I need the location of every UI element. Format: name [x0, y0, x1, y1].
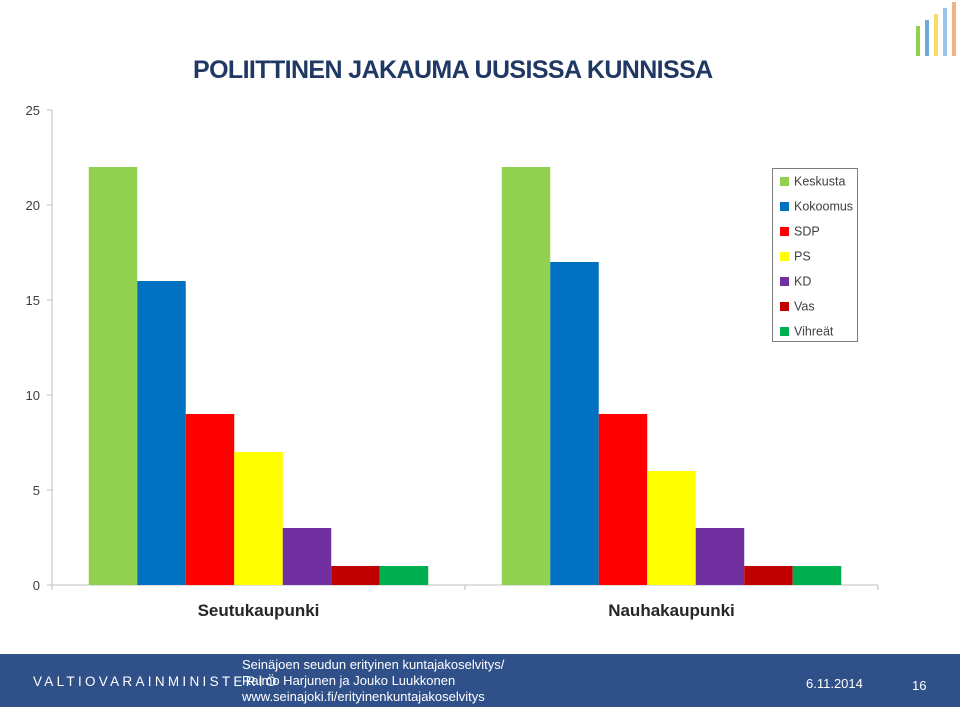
source-line-1: Seinäjoen seudun erityinen kuntajakoselv…: [242, 657, 505, 672]
ministry-name: VALTIOVARAINMINISTERIÖ: [33, 674, 280, 689]
page-number: 16: [912, 678, 927, 693]
legend-label: PS: [794, 249, 811, 264]
bar-chart: 0 5 10 15 20 25 Seutukaupunki Nauhakaupunki: [26, 103, 879, 620]
bar-sdp-nauhakaupunki: [598, 414, 648, 585]
bar-kd-seutukaupunki: [282, 528, 332, 585]
legend-swatch: [780, 252, 789, 262]
legend-item: KD: [780, 274, 812, 289]
bar-vihreät-nauhakaupunki: [792, 566, 842, 585]
legend-label: SDP: [794, 224, 820, 239]
legend-swatch: [780, 227, 789, 237]
bar-keskusta-nauhakaupunki: [501, 167, 551, 585]
legend-swatch: [780, 277, 789, 287]
y-tick-label: 20: [26, 198, 40, 213]
bar-sdp-seutukaupunki: [185, 414, 235, 585]
y-tick-label: 15: [26, 293, 40, 308]
legend-label: Vas: [794, 299, 815, 314]
bar-ps-nauhakaupunki: [647, 471, 696, 585]
y-tick-label: 10: [26, 388, 40, 403]
bar-keskusta-seutukaupunki: [88, 167, 138, 585]
bar-ps-seutukaupunki: [234, 452, 283, 585]
legend-label: Keskusta: [794, 174, 846, 189]
legend-item: Kokoomus: [780, 199, 854, 214]
legend-swatch: [780, 302, 789, 312]
legend-swatch: [780, 202, 789, 212]
legend-item: Vas: [780, 299, 815, 314]
legend-item: Keskusta: [780, 174, 846, 189]
source-line-2: Raimo Harjunen ja Jouko Luukkonen: [242, 673, 456, 688]
y-tick-label: 5: [33, 483, 40, 498]
legend-swatch: [780, 327, 789, 337]
bar-vas-nauhakaupunki: [744, 566, 793, 585]
slide-date: 6.11.2014: [806, 676, 863, 691]
y-tick-label: 25: [26, 103, 40, 118]
legend-item: SDP: [780, 224, 820, 239]
legend-label: Kokoomus: [794, 199, 854, 214]
footer-bar: VALTIOVARAINMINISTERIÖ Seinäjoen seudun …: [0, 654, 960, 707]
x-category-label: Seutukaupunki: [198, 601, 320, 620]
source-line-3: www.seinajoki.fi/erityinenkuntajakoselvi…: [242, 689, 485, 704]
page-title: POLIITTINEN JAKAUMA UUSISSA KUNNISSA: [193, 56, 713, 84]
chart-legend: Keskusta Kokoomus SDP PS KD Vas Vihreät: [772, 168, 858, 342]
legend-swatch: [780, 177, 789, 187]
legend-label: Vihreät: [794, 324, 834, 339]
bar-vihreät-seutukaupunki: [379, 566, 429, 585]
bar-kokoomus-nauhakaupunki: [550, 262, 599, 585]
legend-item: Vihreät: [780, 324, 834, 339]
legend-label: KD: [794, 274, 812, 289]
y-tick-label: 0: [33, 578, 40, 593]
bar-kd-nauhakaupunki: [695, 528, 745, 585]
bar-vas-seutukaupunki: [331, 566, 380, 585]
x-category-label: Nauhakaupunki: [608, 601, 735, 620]
bar-kokoomus-seutukaupunki: [137, 281, 186, 585]
logo-stripes-icon: [916, 2, 956, 56]
legend-item: PS: [780, 249, 811, 264]
